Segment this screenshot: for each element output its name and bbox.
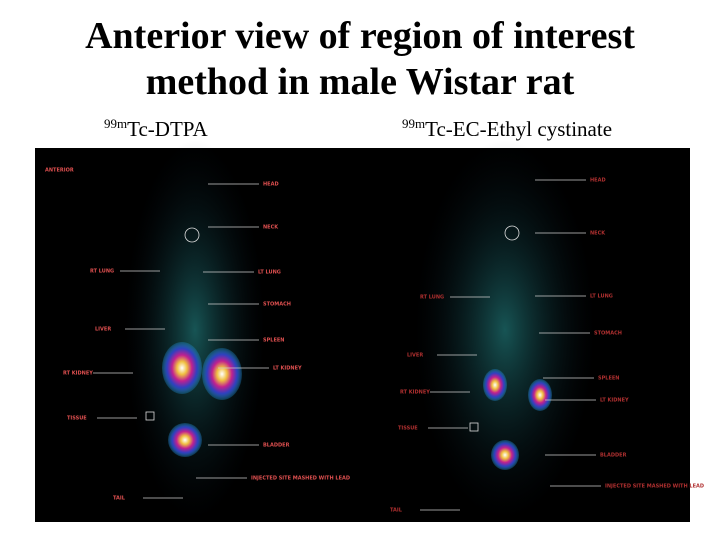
organ-label: LT LUNG: [590, 294, 613, 300]
tissue-roi: [469, 422, 479, 432]
organ-label: RT KIDNEY: [400, 390, 430, 396]
isotope: 99m: [104, 116, 128, 131]
organ-label: LT LUNG: [258, 270, 281, 276]
organ-label: LIVER: [407, 353, 423, 359]
compound: Tc-EC-Ethyl cystinate: [425, 117, 613, 141]
neck-roi: [184, 227, 200, 243]
organ-label: HEAD: [590, 178, 606, 184]
organ-label: INJECTED SITE MASHED WITH LEAD: [251, 476, 350, 482]
organ-label: TAIL: [390, 508, 403, 514]
organ-label: RT LUNG: [420, 295, 444, 301]
bladder-uptake: [168, 423, 202, 457]
organ-label: TISSUE: [398, 426, 418, 432]
bladder-uptake: [491, 440, 519, 470]
organ-label: SPLEEN: [263, 338, 284, 344]
kidney-uptake: [483, 369, 507, 401]
title-line: Anterior view of region of interest: [85, 15, 635, 57]
organ-label: TAIL: [113, 496, 126, 502]
organ-label: RT KIDNEY: [63, 371, 93, 377]
organ-label: TISSUE: [67, 416, 87, 422]
organ-label: INJECTED SITE MASHED WITH LEAD: [605, 484, 704, 490]
organ-label: ANTERIOR: [45, 168, 74, 174]
tissue-roi: [145, 411, 155, 421]
title-line: method in male Wistar rat: [145, 61, 575, 103]
body-glow: [415, 140, 595, 520]
kidney-uptake: [528, 379, 552, 411]
organ-label: LT KIDNEY: [600, 398, 629, 404]
isotope: 99m: [402, 116, 426, 131]
organ-label: LT KIDNEY: [273, 366, 302, 372]
organ-label: STOMACH: [594, 331, 622, 337]
organ-label: BLADDER: [600, 453, 627, 459]
organ-label: STOMACH: [263, 302, 291, 308]
organ-label: SPLEEN: [598, 376, 619, 382]
organ-label: RT LUNG: [90, 269, 114, 275]
panel-caption: 99mTc-DTPA: [104, 116, 208, 142]
compound: Tc-DTPA: [127, 117, 208, 141]
body-glow: [125, 140, 265, 520]
panel-caption: 99mTc-EC-Ethyl cystinate: [402, 116, 612, 142]
kidney-uptake: [202, 348, 242, 400]
organ-label: HEAD: [263, 182, 279, 188]
organ-label: NECK: [590, 231, 606, 237]
kidney-uptake: [162, 342, 202, 394]
organ-label: BLADDER: [263, 443, 290, 449]
organ-label: LIVER: [95, 327, 111, 333]
organ-label: NECK: [263, 225, 279, 231]
neck-roi: [504, 225, 520, 241]
